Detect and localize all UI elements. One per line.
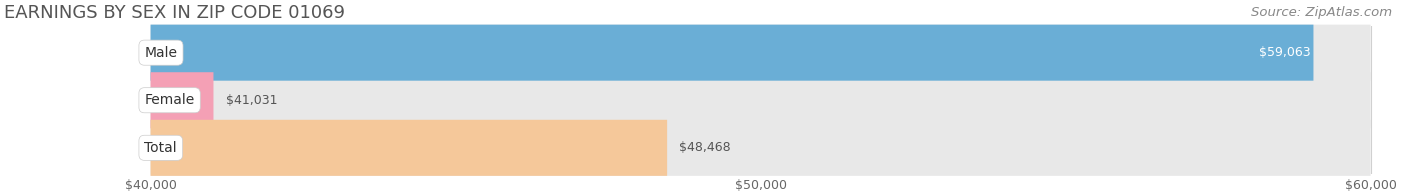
FancyBboxPatch shape: [150, 25, 1313, 81]
Text: $48,468: $48,468: [679, 141, 731, 154]
Text: Source: ZipAtlas.com: Source: ZipAtlas.com: [1251, 6, 1392, 19]
Text: $41,031: $41,031: [226, 94, 277, 107]
Text: Male: Male: [145, 46, 177, 60]
Text: Total: Total: [145, 141, 177, 155]
FancyBboxPatch shape: [150, 72, 214, 128]
Text: $59,063: $59,063: [1260, 46, 1310, 59]
Text: EARNINGS BY SEX IN ZIP CODE 01069: EARNINGS BY SEX IN ZIP CODE 01069: [4, 4, 344, 22]
FancyBboxPatch shape: [150, 25, 1371, 81]
FancyBboxPatch shape: [150, 120, 666, 176]
Text: Female: Female: [145, 93, 194, 107]
FancyBboxPatch shape: [150, 120, 1371, 176]
FancyBboxPatch shape: [150, 72, 1371, 128]
